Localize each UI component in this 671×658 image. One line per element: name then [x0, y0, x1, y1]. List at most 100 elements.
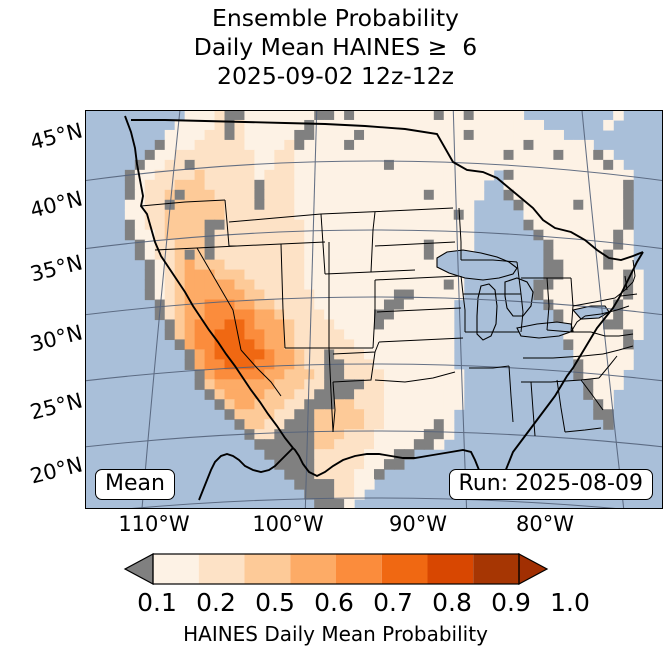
colorbar[interactable] [123, 552, 549, 586]
raster-cell [383, 359, 395, 370]
raster-cell [274, 339, 285, 350]
raster-cell [254, 279, 265, 291]
raster-cell [613, 110, 624, 121]
colorbar-tick-labels: 0.1 0.2 0.5 0.6 0.7 0.8 0.9 1.0 [0, 588, 671, 618]
raster-cell [224, 199, 236, 211]
graticule-lon-110 [141, 110, 181, 509]
raster-cell [224, 129, 236, 141]
raster-cell [314, 499, 325, 509]
raster-cell [573, 149, 584, 161]
raster-cell [184, 359, 196, 370]
raster-cell [393, 129, 405, 141]
map-plot-area[interactable]: Mean Run: 2025-08-09 [85, 110, 663, 509]
raster-cell [304, 299, 315, 311]
raster-cell [433, 149, 445, 161]
raster-cell [413, 299, 425, 311]
raster-cell [463, 199, 475, 211]
raster-cell [254, 369, 265, 380]
raster-cell [403, 329, 415, 341]
raster-cell [234, 379, 246, 390]
raster-cell [354, 259, 365, 271]
raster-cell [154, 179, 166, 191]
raster-cell [194, 189, 206, 201]
raster-cell [184, 139, 196, 151]
raster-cell [583, 259, 594, 271]
raster-cell [354, 419, 365, 430]
raster-cell [264, 169, 275, 181]
raster-cell [374, 229, 385, 241]
graticule-lat-40 [85, 229, 663, 250]
figure-title: Ensemble Probability Daily Mean HAINES ≥… [0, 4, 671, 91]
raster-cell [354, 279, 365, 291]
raster-cell [553, 269, 564, 281]
raster-cell [573, 169, 584, 181]
raster-cell [533, 139, 545, 151]
colorbar-segments [153, 554, 519, 584]
raster-cell [403, 199, 415, 211]
raster-cell [374, 319, 385, 331]
raster-cell [124, 189, 136, 201]
raster-cell [413, 259, 425, 271]
raster-cell [623, 169, 634, 181]
raster-cell [284, 429, 295, 440]
raster-cell [124, 179, 136, 191]
raster-cell [573, 259, 584, 271]
raster-cell [593, 339, 604, 350]
raster-cell [593, 379, 604, 390]
raster-cell [314, 319, 325, 331]
raster-cell [583, 199, 594, 211]
raster-cell [234, 259, 246, 271]
cbar-tick-5: 0.8 [432, 588, 472, 617]
raster-cell [543, 169, 554, 181]
raster-cell [403, 369, 415, 380]
raster-cell [314, 249, 325, 261]
raster-cell [344, 429, 355, 440]
raster-cell [533, 289, 545, 301]
raster-cell [294, 369, 305, 380]
raster-cell [294, 119, 305, 131]
raster-cell [423, 349, 435, 360]
raster-cell [463, 149, 475, 161]
raster-cell [573, 279, 584, 291]
raster-cell [573, 319, 584, 331]
raster-cell [553, 159, 564, 171]
raster-cell [274, 229, 285, 241]
raster-cell [234, 299, 246, 311]
raster-cell [214, 259, 226, 271]
raster-cell [403, 309, 415, 321]
raster-cell [374, 139, 385, 151]
raster-cell [274, 179, 285, 191]
raster-cell [254, 289, 265, 301]
raster-cell [234, 319, 246, 331]
raster-cell [294, 459, 305, 470]
raster-cell [623, 339, 634, 350]
raster-cell [573, 159, 584, 171]
cbar-tick-4: 0.7 [373, 588, 413, 617]
raster-cell [154, 159, 166, 171]
raster-cell [234, 119, 246, 131]
raster-cell [164, 159, 176, 171]
raster-cell [224, 119, 236, 131]
raster-cell [344, 209, 355, 221]
raster-cell [403, 179, 415, 191]
raster-cell [304, 399, 315, 410]
raster-cell [324, 369, 335, 380]
raster-cell [553, 239, 564, 251]
raster-cell [164, 319, 176, 331]
raster-cell [583, 229, 594, 241]
raster-cell [443, 189, 455, 201]
raster-cell [433, 329, 445, 341]
raster-cell [603, 299, 614, 311]
graticule-lat-30 [85, 363, 663, 382]
raster-cell [443, 379, 455, 390]
raster-cell [523, 149, 535, 161]
raster-cell [274, 249, 285, 261]
raster-cell [264, 279, 275, 291]
raster-cell [374, 399, 385, 410]
map-canvas[interactable] [85, 110, 663, 509]
raster-cell [314, 479, 325, 490]
raster-cell [493, 110, 505, 121]
raster-cell [453, 119, 465, 131]
raster-cell [224, 209, 236, 221]
raster-cell [433, 319, 445, 331]
